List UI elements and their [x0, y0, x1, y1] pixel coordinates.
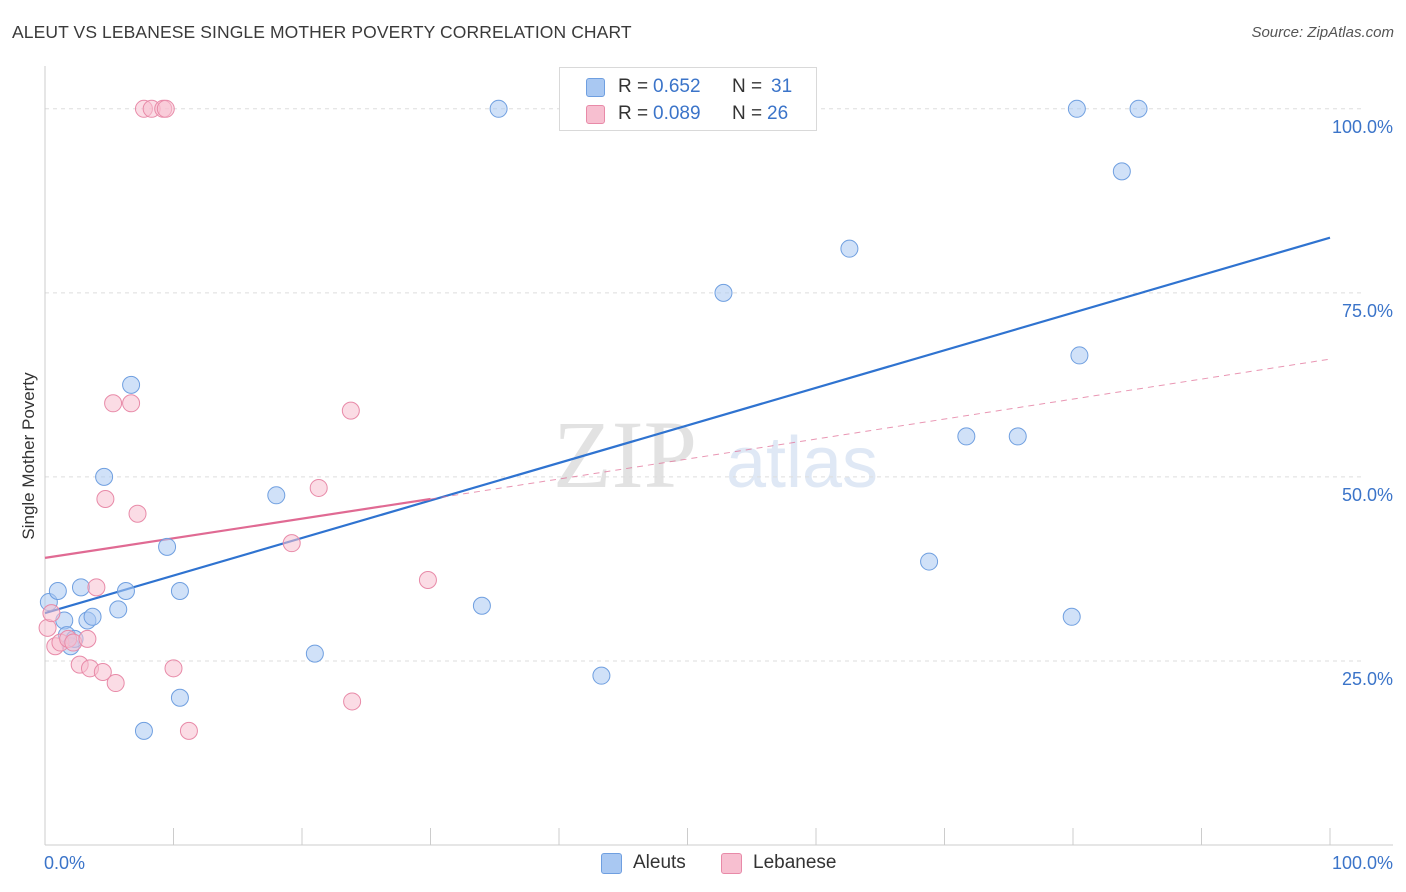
n-label: N = [732, 103, 763, 124]
aleuts-point [305, 644, 324, 663]
aleuts-legend-label: Aleuts [633, 852, 686, 873]
lebanese-swatch [586, 105, 605, 124]
aleuts-point [1067, 99, 1086, 118]
source-note: Source: ZipAtlas.com [1251, 24, 1394, 41]
aleuts-point [267, 486, 286, 505]
lebanese-point [42, 604, 61, 623]
aleuts-point [170, 582, 189, 601]
aleuts-point [957, 427, 976, 446]
x-tick-label-min: 0.0% [44, 853, 85, 873]
lebanese-point [164, 659, 183, 678]
lebanese-point [343, 692, 362, 711]
aleuts-point [71, 578, 90, 597]
aleuts-point [170, 688, 189, 707]
aleuts-point [1008, 427, 1027, 446]
lebanese-point [309, 478, 328, 497]
aleuts-point [95, 467, 114, 486]
lebanese-trend-line [44, 497, 431, 559]
gridlines [45, 108, 1365, 662]
lebanese-legend-swatch [721, 853, 742, 874]
aleuts-point [1129, 99, 1148, 118]
lebanese-point [106, 674, 125, 693]
lebanese-point [96, 489, 115, 508]
y-axis-title: Single Mother Poverty [19, 372, 38, 540]
watermark-zip: ZIP [553, 401, 697, 508]
aleuts-point [48, 582, 67, 601]
lebanese-point [282, 534, 301, 553]
watermark: ZIP atlas [553, 401, 878, 508]
lebanese-trend-extension [430, 358, 1331, 500]
n-label: N = [732, 76, 763, 97]
aleuts-swatch [586, 78, 605, 97]
aleuts-point [122, 375, 141, 394]
aleuts-point [109, 600, 128, 619]
lebanese-r-value: 0.089 [653, 103, 701, 124]
trend-lines [44, 236, 1331, 615]
aleuts-r-value: 0.652 [653, 76, 701, 97]
x-tick-label-max: 100.0% [1332, 853, 1393, 873]
lebanese-point [104, 394, 123, 413]
lebanese-point [179, 721, 198, 740]
r-label: R = [618, 76, 649, 97]
lebanese-point [418, 570, 437, 589]
aleuts-point [1070, 346, 1089, 365]
chart-title: ALEUT VS LEBANESE SINGLE MOTHER POVERTY … [12, 22, 632, 42]
lebanese-legend-label: Lebanese [753, 852, 837, 873]
aleuts-point [83, 607, 102, 626]
aleuts-point [714, 283, 733, 302]
y-tick-label: 75.0% [1342, 301, 1393, 321]
series-legend: Aleuts Lebanese [0, 852, 1406, 878]
lebanese-point [87, 578, 106, 597]
aleuts-point [134, 721, 153, 740]
lebanese-point [341, 401, 360, 420]
aleuts-point [1112, 162, 1131, 181]
axis-labels: 25.0% 50.0% 75.0% 100.0% 0.0% 100.0% Single Mo… [19, 117, 1393, 873]
axes [44, 66, 1393, 846]
lebanese-point [128, 504, 147, 523]
y-tick-label: 100.0% [1332, 117, 1393, 137]
y-tick-label: 25.0% [1342, 669, 1393, 689]
lebanese-point [122, 394, 141, 413]
aleuts-point [1062, 607, 1081, 626]
aleuts-point [472, 596, 491, 615]
aleuts-trend-line [44, 236, 1331, 615]
aleuts-point [158, 537, 177, 556]
aleuts-point [840, 239, 859, 258]
y-tick-label: 50.0% [1342, 485, 1393, 505]
aleuts-point [489, 99, 508, 118]
stats-legend: R = 0.652 N = 31 R = 0.089 N = 26 [559, 67, 817, 131]
lebanese-point [78, 629, 97, 648]
aleuts-point [920, 552, 939, 571]
aleuts-legend-swatch [601, 853, 622, 874]
aleuts-n-value: 31 [771, 76, 793, 97]
lebanese-point [93, 662, 112, 681]
r-label: R = [618, 103, 649, 124]
watermark-atlas: atlas [726, 423, 878, 503]
lebanese-n-value: 26 [767, 103, 789, 124]
lebanese-point [156, 99, 175, 118]
data-points [38, 99, 1148, 740]
aleuts-point [116, 582, 135, 601]
lebanese-point [38, 618, 57, 637]
aleuts-point [592, 666, 611, 685]
